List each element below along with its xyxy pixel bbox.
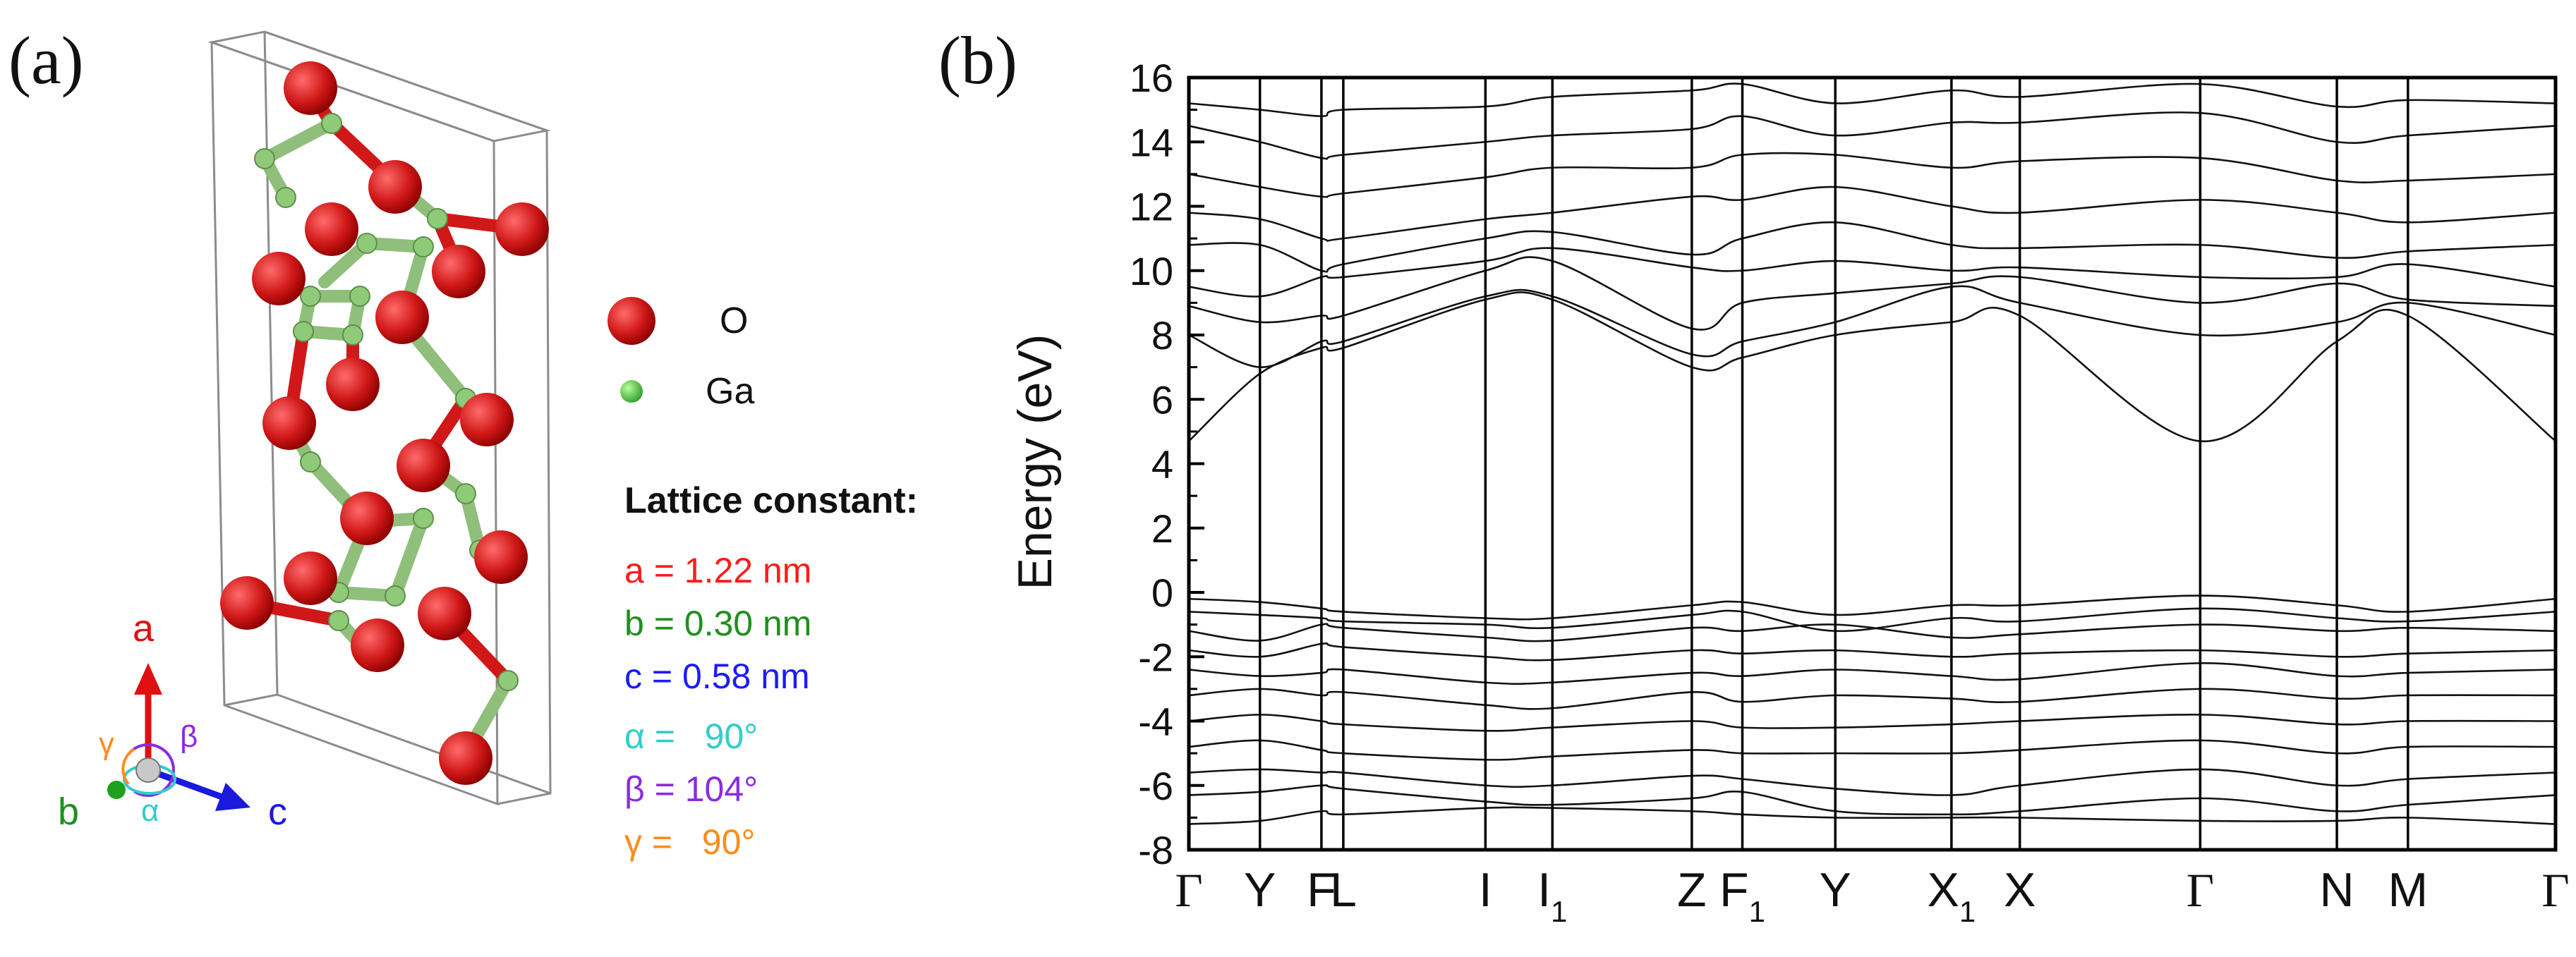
- kpoint-label-3: L: [1330, 863, 1357, 917]
- unit-cell-box: [207, 30, 552, 806]
- y-tick-label-5: 2: [1151, 506, 1173, 551]
- band-line-6: [1188, 185, 2556, 242]
- band-line-10: [1188, 595, 2556, 621]
- y-tick-label-12: 16: [1130, 56, 1173, 100]
- legend-o-label: O: [720, 300, 749, 341]
- lattice-c: c = 0.58 nm: [624, 657, 810, 696]
- kpoint-lines: [1258, 78, 2409, 850]
- band-line-20: [1188, 806, 2556, 825]
- y-axis-title: Energy (eV): [1008, 334, 1062, 590]
- crystal-structure-figure: [107, 30, 655, 811]
- kpoint-label-9: X1: [1927, 863, 1976, 928]
- angle-gamma-label: γ: [99, 726, 114, 761]
- o-atoms: [220, 61, 549, 785]
- band-line-12: [1188, 623, 2556, 642]
- axis-a-label: a: [133, 607, 155, 650]
- band-line-17: [1188, 739, 2556, 761]
- axis-c-label: c: [268, 791, 287, 833]
- band-curves: [1188, 83, 2556, 825]
- axis-b-label: b: [58, 791, 80, 833]
- y-tick-label-0: -8: [1138, 828, 1173, 872]
- kpoint-label-1: Y: [1244, 863, 1276, 917]
- axes-triad: [107, 663, 250, 811]
- lattice-beta: β = 104°: [624, 769, 758, 809]
- band-line-9: [1188, 83, 2556, 118]
- kpoint-label-10: X: [2004, 863, 2036, 917]
- y-ticks: -8 -6 -4 -2 0 2 4 6 8 10 12 14 16: [1130, 56, 1204, 872]
- kpoint-label-13: M: [2388, 863, 2428, 917]
- lattice-a: a = 1.22 nm: [624, 551, 812, 590]
- band-line-14: [1188, 662, 2556, 685]
- kpoint-label-12: N: [2320, 863, 2354, 917]
- kpoint-label-2: F: [1307, 863, 1336, 917]
- kpoint-label-7: F1: [1719, 863, 1765, 928]
- x-labels: Γ Y FL I I1 Z F1 Y X1 X Γ N M Γ: [1175, 863, 2569, 928]
- y-tick-label-11: 14: [1130, 120, 1173, 164]
- band-line-18: [1188, 768, 2556, 796]
- band-line-4: [1188, 247, 2556, 298]
- lattice-title: Lattice constant:: [624, 480, 919, 521]
- kpoint-label-4: I: [1479, 863, 1492, 917]
- lattice-gamma: γ = 90°: [624, 822, 756, 862]
- band-line-5: [1188, 221, 2556, 273]
- legend-ga-label: Ga: [706, 371, 755, 412]
- y-tick-label-7: 6: [1151, 377, 1173, 422]
- lattice-b: b = 0.30 nm: [624, 604, 812, 643]
- band-line-11: [1188, 607, 2556, 633]
- band-line-16: [1188, 714, 2556, 732]
- kpoint-label-11: Γ: [2187, 863, 2214, 917]
- y-tick-label-4: 0: [1151, 571, 1173, 615]
- y-tick-label-3: -2: [1138, 635, 1173, 679]
- panel-a-label: (a): [8, 23, 84, 98]
- band-line-19: [1188, 784, 2556, 816]
- y-tick-label-6: 4: [1151, 442, 1173, 487]
- angle-beta-label: β: [180, 719, 198, 754]
- panel-b-label: (b): [938, 23, 1017, 98]
- kpoint-label-6: Z: [1677, 863, 1707, 917]
- y-tick-label-8: 8: [1151, 313, 1173, 358]
- kpoint-label-5: I1: [1537, 863, 1567, 928]
- plot-frame: [1187, 75, 2558, 852]
- kpoint-label-0: Γ: [1175, 863, 1202, 917]
- kpoint-label-8: Y: [1820, 863, 1851, 917]
- band-line-2: [1188, 285, 2556, 368]
- band-line-13: [1188, 642, 2556, 662]
- lattice-alpha: α = 90°: [624, 717, 758, 756]
- y-tick-label-10: 12: [1130, 185, 1173, 229]
- legend-ga-marker: [620, 380, 643, 403]
- band-line-15: [1188, 688, 2556, 710]
- band-line-8: [1188, 111, 2556, 160]
- y-tick-label-2: -4: [1138, 700, 1173, 744]
- band-line-3: [1188, 256, 2556, 331]
- angle-alpha-label: α: [141, 793, 159, 828]
- kpoint-label-14: Γ: [2541, 863, 2569, 917]
- legend-o-marker: [607, 297, 655, 345]
- band-line-7: [1188, 152, 2556, 198]
- band-line-1: [1188, 291, 2556, 442]
- y-tick-label-1: -6: [1138, 764, 1173, 808]
- y-tick-label-9: 10: [1130, 249, 1173, 293]
